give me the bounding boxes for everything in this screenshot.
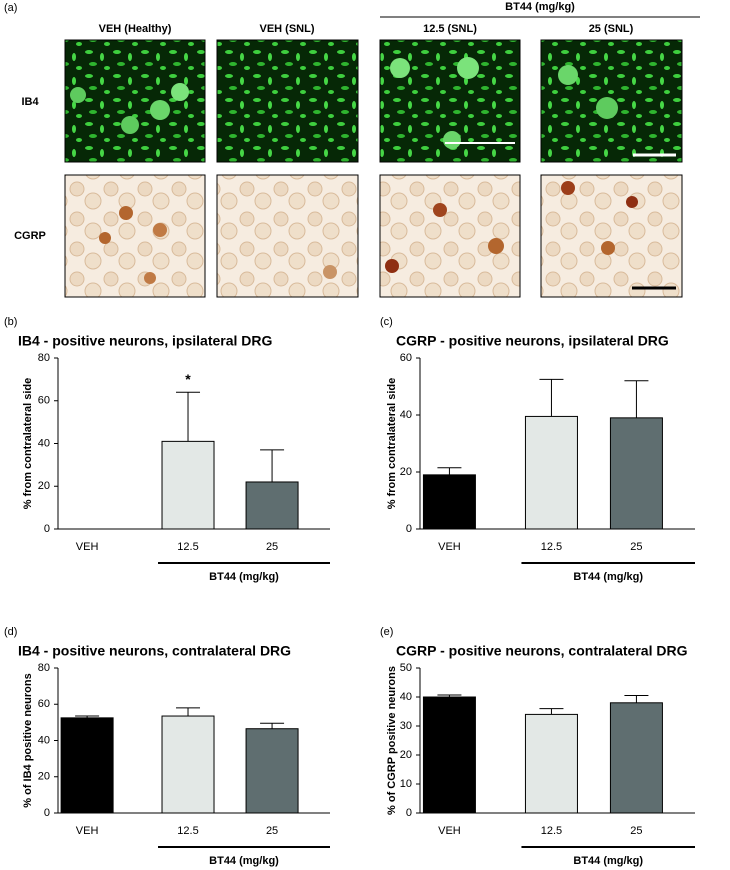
cell: [119, 206, 133, 220]
annotation: *: [185, 371, 191, 387]
cell: [601, 241, 615, 255]
y-axis-label: % of IB4 positive neurons: [22, 673, 34, 807]
panel-a: (a) BT44 (mg/kg) VEH (Healthy) VEH (SNL)…: [4, 1, 700, 298]
panel-label: (c): [380, 316, 393, 328]
chart-title: CGRP - positive neurons, contralateral D…: [396, 643, 688, 659]
group-label: BT44 (mg/kg): [573, 571, 643, 583]
cell: [558, 65, 578, 85]
x-tick-label: 25: [266, 541, 278, 553]
y-tick-label: 60: [38, 395, 50, 407]
y-tick-label: 0: [44, 807, 50, 819]
y-tick-label: 40: [38, 734, 50, 746]
y-tick-label: 20: [400, 749, 412, 761]
bar: [161, 715, 215, 814]
panel-label: (b): [4, 316, 17, 328]
y-tick-label: 40: [400, 691, 412, 703]
image: [64, 39, 206, 163]
y-tick-label: 20: [38, 480, 50, 492]
group-label: BT44 (mg/kg): [573, 855, 643, 867]
bar: [524, 415, 578, 530]
row-label: IB4: [21, 96, 39, 108]
y-tick-label: 0: [44, 523, 50, 535]
y-tick-label: 60: [400, 352, 412, 364]
x-tick-label: VEH: [438, 541, 461, 553]
y-tick-label: 10: [400, 778, 412, 790]
bar: [422, 696, 476, 814]
x-tick-label: VEH: [76, 541, 99, 553]
cell: [150, 100, 170, 120]
y-tick-label: 80: [38, 662, 50, 674]
y-tick-label: 80: [38, 352, 50, 364]
image: [216, 174, 359, 298]
y-tick-label: 40: [38, 437, 50, 449]
x-tick-label: VEH: [438, 825, 461, 837]
x-tick-label: VEH: [76, 825, 99, 837]
image: [64, 174, 206, 298]
y-tick-label: 40: [400, 409, 412, 421]
cell: [390, 58, 410, 78]
y-tick-label: 20: [38, 771, 50, 783]
cell: [70, 87, 86, 103]
cell: [596, 97, 618, 119]
chart-title: CGRP - positive neurons, ipsilateral DRG: [396, 333, 669, 349]
cell: [144, 272, 156, 284]
column-label: 12.5 (SNL): [423, 23, 477, 35]
cell: [153, 223, 167, 237]
x-tick-label: 12.5: [177, 825, 198, 837]
cell: [488, 238, 504, 254]
bar: [161, 440, 215, 530]
bar: [609, 417, 663, 530]
cell: [457, 57, 479, 79]
bar: [60, 717, 114, 814]
chart-title: IB4 - positive neurons, contralateral DR…: [18, 643, 291, 659]
ib4-images: [64, 39, 683, 163]
panel-label: (d): [4, 626, 17, 638]
x-tick-label: 12.5: [541, 541, 562, 553]
image: [216, 39, 359, 163]
column-label: 25 (SNL): [589, 23, 634, 35]
y-axis-label: % from contralateral side: [386, 378, 398, 509]
y-tick-label: 20: [400, 466, 412, 478]
group-label: BT44 (mg/kg): [505, 1, 575, 13]
cell: [561, 181, 575, 195]
cell: [99, 232, 111, 244]
cell: [323, 265, 337, 279]
cell: [385, 259, 399, 273]
row-label: CGRP: [14, 230, 46, 242]
cell: [433, 203, 447, 217]
panel-label: (a): [4, 2, 17, 14]
bar: [524, 713, 578, 814]
cell: [626, 196, 638, 208]
panel-label: (e): [380, 626, 393, 638]
chart-title: IB4 - positive neurons, ipsilateral DRG: [18, 333, 273, 349]
group-label: BT44 (mg/kg): [209, 571, 279, 583]
y-tick-label: 50: [400, 662, 412, 674]
x-tick-label: 25: [630, 825, 642, 837]
x-tick-label: 12.5: [177, 541, 198, 553]
cgrp-images: [64, 174, 683, 298]
y-tick-label: 30: [400, 720, 412, 732]
cell: [121, 116, 139, 134]
column-label: VEH (Healthy): [99, 23, 172, 35]
y-tick-label: 0: [406, 523, 412, 535]
bar: [422, 474, 476, 530]
y-tick-label: 60: [38, 698, 50, 710]
x-tick-label: 25: [266, 825, 278, 837]
image: [540, 174, 683, 298]
bar: [245, 728, 299, 814]
y-axis-label: % of CGRP positive neurons: [386, 666, 398, 815]
bar: [245, 481, 299, 530]
x-tick-label: 12.5: [541, 825, 562, 837]
cell: [443, 131, 461, 149]
group-label: BT44 (mg/kg): [209, 855, 279, 867]
column-label: VEH (SNL): [260, 23, 315, 35]
cell: [171, 83, 189, 101]
image: [379, 174, 521, 298]
x-tick-label: 25: [630, 541, 642, 553]
bar: [609, 702, 663, 814]
y-axis-label: % from contralateral side: [22, 378, 34, 509]
y-tick-label: 0: [406, 807, 412, 819]
